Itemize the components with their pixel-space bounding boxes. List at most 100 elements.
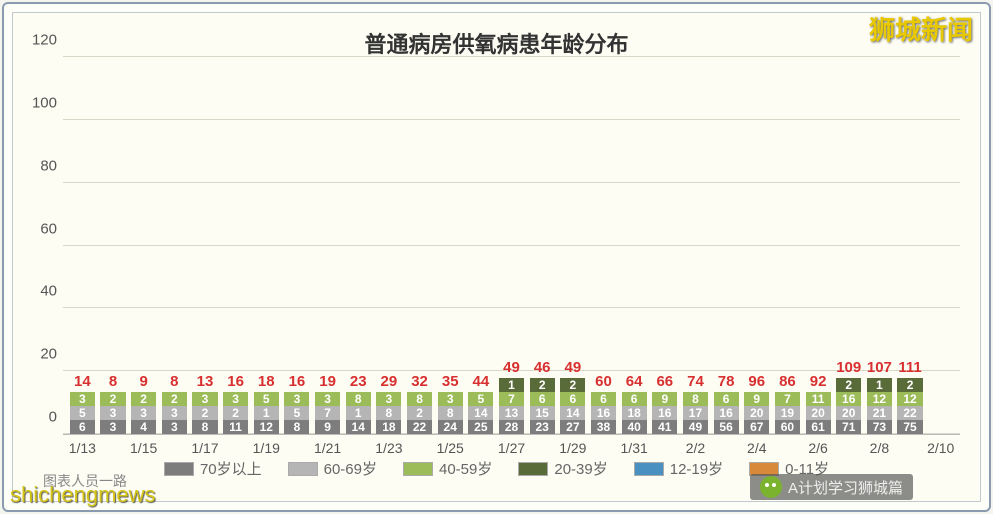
bar-stack: 141823	[346, 392, 371, 434]
bar-segment: 12	[897, 392, 922, 406]
legend-swatch	[518, 462, 548, 476]
x-tick: 1/27	[498, 440, 525, 456]
x-tick: 1/13	[69, 440, 96, 456]
bar-segment: 8	[192, 420, 217, 434]
bar-total-label: 18	[258, 373, 275, 390]
wechat-label: A计划学习狮城篇	[788, 477, 903, 498]
bar-segment: 3	[284, 392, 309, 406]
bar-segment: 23	[530, 420, 555, 434]
bar-stack: 121518	[254, 392, 279, 434]
bar-slot: 271462491/29	[558, 57, 589, 434]
bar-segment: 2	[192, 406, 217, 420]
bar-slot: 141823	[343, 57, 374, 434]
bar-total-label: 8	[109, 373, 117, 390]
bar-segment: 2	[560, 378, 585, 392]
bar-segment: 2	[162, 392, 187, 406]
legend-swatch	[288, 462, 318, 476]
wechat-icon	[760, 476, 782, 498]
bar-stack: 7321121107	[867, 378, 892, 434]
bar-segment: 3	[70, 392, 95, 406]
bar-slot: 222832	[404, 57, 435, 434]
bar-segment: 40	[622, 420, 647, 434]
bar-segment: 3	[162, 420, 187, 434]
bar-segment: 2	[897, 378, 922, 392]
x-tick: 1/23	[375, 440, 402, 456]
legend-swatch	[164, 462, 194, 476]
bar-segment: 14	[560, 406, 585, 420]
bar-total-label: 19	[319, 373, 336, 390]
bar-stack: 97319	[315, 392, 340, 434]
y-tick: 60	[40, 220, 57, 237]
bar-segment: 17	[683, 406, 708, 420]
bar-total-label: 60	[595, 373, 612, 390]
bar-slot: 653141/13	[67, 57, 98, 434]
bar-segment: 22	[407, 420, 432, 434]
bar-segment: 18	[376, 420, 401, 434]
bar-segment: 75	[897, 420, 922, 434]
outer-frame: 普通病房供氧病患年龄分布 020406080100120653141/13332…	[2, 2, 991, 512]
bar-stack: 2514544	[468, 392, 493, 434]
bar-segment: 2	[836, 378, 861, 392]
bar-total-label: 86	[779, 373, 796, 390]
bar-stack: 3816660	[591, 392, 616, 434]
bar-stack: 61201192	[806, 392, 831, 434]
bar-segment: 61	[806, 420, 831, 434]
bar-slot: 1883291/23	[374, 57, 405, 434]
bar-total-label: 16	[227, 373, 244, 390]
bar-stack: 248335	[438, 392, 463, 434]
bar-segment: 8	[438, 406, 463, 420]
bar-stack: 4329	[131, 392, 156, 434]
bar-segment: 5	[70, 406, 95, 420]
bar-segment: 9	[315, 420, 340, 434]
bar-slot: 43291/15	[128, 57, 159, 434]
bar-total-label: 92	[810, 373, 827, 390]
bar-segment: 73	[867, 420, 892, 434]
bar-slot: 612011922/6	[803, 57, 834, 434]
legend-label: 20-39岁	[554, 458, 607, 479]
bar-total-label: 16	[289, 373, 306, 390]
bar-slot: 4116966	[649, 57, 680, 434]
bar-segment: 13	[499, 406, 524, 420]
bar-segment: 8	[376, 406, 401, 420]
bar-segment: 3	[192, 392, 217, 406]
x-tick: 1/31	[621, 440, 648, 456]
bar-segment: 5	[468, 392, 493, 406]
bar-total-label: 109	[836, 359, 861, 376]
bar-segment: 9	[652, 392, 677, 406]
bar-segment: 19	[775, 406, 800, 420]
bar-segment: 38	[591, 420, 616, 434]
x-tick: 1/29	[559, 440, 586, 456]
bar-slot: 40186641/31	[619, 57, 650, 434]
bar-segment: 11	[223, 420, 248, 434]
bar-stack: 85316	[284, 392, 309, 434]
bar-segment: 21	[867, 406, 892, 420]
bar-slot: 1215181/19	[251, 57, 282, 434]
bar-segment: 3	[438, 392, 463, 406]
bar-slot: 73211211072/8	[864, 57, 895, 434]
bar-segment: 2	[530, 378, 555, 392]
bar-stack: 188329	[376, 392, 401, 434]
bar-slot: 85316	[282, 57, 313, 434]
bar-segment: 20	[744, 406, 769, 420]
x-tick: 2/4	[747, 440, 766, 456]
bar-segment: 2	[131, 392, 156, 406]
bar-slot: 49178742/2	[680, 57, 711, 434]
x-tick: 1/25	[437, 440, 464, 456]
bar-segment: 6	[560, 392, 585, 406]
bar-stack: 65314	[70, 392, 95, 434]
bar-slot: 23156246	[527, 57, 558, 434]
bar-segment: 56	[714, 420, 739, 434]
bar-segment: 27	[560, 420, 585, 434]
bar-segment: 20	[836, 406, 861, 420]
bar-segment: 22	[897, 406, 922, 420]
bar-segment: 6	[622, 392, 647, 406]
y-tick: 20	[40, 346, 57, 363]
bar-total-label: 29	[381, 373, 398, 390]
bar-segment: 4	[131, 420, 156, 434]
wechat-mark: A计划学习狮城篇	[750, 474, 913, 500]
bar-stack: 3328	[162, 392, 187, 434]
bar-segment: 20	[806, 406, 831, 420]
bar-stack: 5616678	[714, 392, 739, 434]
bar-segment: 1	[254, 406, 279, 420]
x-tick: 1/19	[253, 440, 280, 456]
